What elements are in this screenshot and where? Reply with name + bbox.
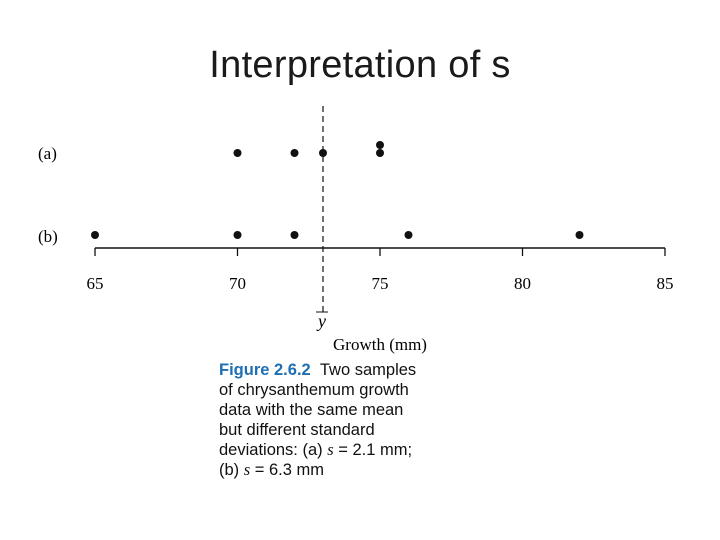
series-label-b: (b) bbox=[38, 227, 58, 246]
point-b-4 bbox=[575, 231, 584, 239]
mean-marker: y bbox=[316, 106, 328, 331]
point-a-0 bbox=[233, 149, 242, 157]
s-symbol-a: s bbox=[327, 440, 334, 459]
caption-line-6-prefix: (b) bbox=[219, 461, 244, 479]
point-b-2 bbox=[290, 231, 299, 239]
x-axis-label: Growth (mm) bbox=[333, 335, 427, 354]
caption-line-6-value: = 6.3 mm bbox=[250, 461, 324, 479]
caption-line-3: data with the same mean bbox=[219, 401, 404, 419]
slide-title: Interpretation of s bbox=[209, 44, 511, 86]
point-b-3 bbox=[404, 231, 413, 239]
point-a-2 bbox=[319, 149, 327, 157]
caption-line-1: Figure 2.6.2 Two samples bbox=[219, 360, 469, 380]
dot-plot: 65 70 75 80 85 y (a) (b) Growth (mm) bbox=[38, 106, 674, 354]
x-axis-ticks: 65 70 75 80 85 bbox=[87, 248, 674, 293]
series-labels: (a) (b) bbox=[38, 144, 58, 246]
figure-caption: Figure 2.6.2 Two samples of chrysanthemu… bbox=[219, 360, 469, 480]
x-tick-label-70: 70 bbox=[229, 274, 246, 293]
caption-line-5-prefix: deviations: (a) bbox=[219, 441, 328, 459]
x-tick-label-65: 65 bbox=[87, 274, 104, 293]
s-symbol-b: s bbox=[243, 460, 251, 479]
x-tick-label-75: 75 bbox=[372, 274, 389, 293]
caption-line-1-text: Two samples bbox=[319, 361, 417, 379]
data-points bbox=[91, 141, 584, 239]
caption-line-6: (b) s = 6.3 mm bbox=[219, 460, 469, 480]
point-a-3 bbox=[376, 149, 384, 157]
caption-line-5-value: = 2.1 mm; bbox=[333, 441, 413, 459]
figure-label: Figure 2.6.2 bbox=[219, 361, 311, 379]
x-tick-label-85: 85 bbox=[657, 274, 674, 293]
x-tick-label-80: 80 bbox=[514, 274, 531, 293]
caption-line-2: of chrysanthemum growth bbox=[219, 381, 409, 399]
point-a-4 bbox=[376, 141, 384, 149]
point-b-1 bbox=[233, 231, 242, 239]
caption-line-4: but different standard bbox=[219, 421, 375, 439]
caption-line-5: deviations: (a) s = 2.1 mm; bbox=[219, 440, 469, 460]
mean-label: y bbox=[316, 311, 326, 331]
point-b-0 bbox=[91, 231, 99, 239]
point-a-1 bbox=[290, 149, 299, 157]
series-label-a: (a) bbox=[38, 144, 57, 163]
